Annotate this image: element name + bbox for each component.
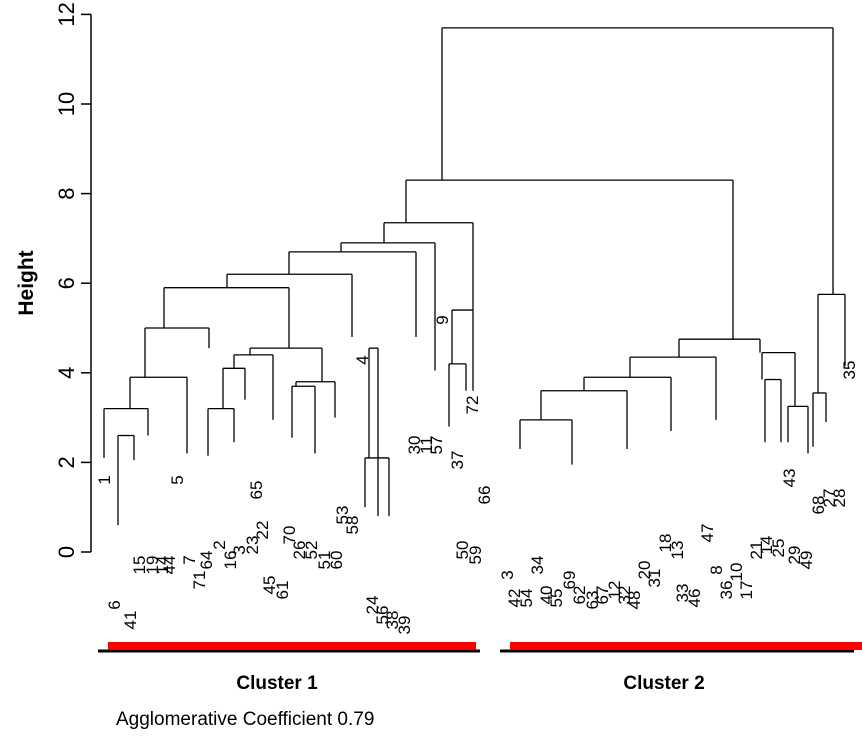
leaf-label-48: 48	[625, 591, 644, 610]
leaf-label-16: 16	[221, 551, 240, 570]
y-axis: 0 2 4 6 8 10 12	[54, 2, 92, 558]
leaf-label-63: 63	[583, 591, 602, 610]
y-axis-label: Height	[15, 250, 38, 315]
leaf-label-10: 10	[727, 563, 746, 582]
leaf-label-27: 27	[820, 489, 839, 508]
leaf-label-67: 67	[593, 586, 612, 605]
leaf-label-37: 37	[448, 451, 467, 470]
leaf-label-56: 56	[373, 606, 392, 625]
leaf-label-13: 13	[668, 541, 687, 560]
leaf-label-21: 21	[747, 541, 766, 560]
leaf-label-62: 62	[570, 586, 589, 605]
y-tick-label: 4	[54, 367, 79, 379]
leaf-label-34: 34	[528, 556, 547, 575]
leaf-label-19: 19	[143, 556, 162, 575]
leaf-label-58: 58	[343, 516, 362, 535]
leaf-label-23: 23	[243, 536, 262, 555]
leaf-label-6: 6	[105, 600, 124, 609]
leaf-label-68: 68	[809, 496, 828, 515]
leaf-label-20: 20	[635, 561, 654, 580]
leaf-label-66: 66	[475, 486, 494, 505]
leaf-label-30: 30	[405, 436, 424, 455]
y-tick-label: 12	[54, 2, 79, 26]
leaf-label-57: 57	[427, 436, 446, 455]
leaf-label-25: 25	[769, 539, 788, 558]
leaf-label-46: 46	[685, 589, 704, 608]
leaf-label-26: 26	[290, 541, 309, 560]
leaf-label-47: 47	[698, 524, 717, 543]
leaf-label-18: 18	[656, 534, 675, 553]
leaf-label-39: 39	[395, 616, 414, 635]
leaf-label-70: 70	[280, 526, 299, 545]
leaf-label-32: 32	[615, 586, 634, 605]
leaf-label-14: 14	[153, 556, 172, 575]
leaf-label-45: 45	[260, 576, 279, 595]
leaf-label-55: 55	[547, 589, 566, 608]
leaf-label-1: 1	[95, 475, 114, 484]
leaf-label-29: 29	[785, 546, 804, 565]
cluster-1-label: Cluster 1	[236, 673, 318, 694]
leaf-label-3: 3	[498, 570, 517, 579]
leaf-label-51: 51	[315, 551, 334, 570]
y-tick-label: 6	[54, 277, 79, 289]
dendrogram-tree	[103, 27, 846, 526]
leaf-label-33: 33	[673, 584, 692, 603]
cluster-2-label: Cluster 2	[623, 673, 704, 694]
leaf-label-38: 38	[383, 611, 402, 630]
leaf-label-71: 71	[190, 571, 209, 590]
leaf-label-41: 41	[121, 611, 140, 630]
leaf-label-43: 43	[780, 469, 799, 488]
leaf-label-61: 61	[273, 581, 292, 600]
leaf-label-54: 54	[517, 589, 536, 608]
leaf-label-2: 2	[210, 540, 229, 549]
y-tick-label: 0	[54, 546, 79, 558]
leaf-label-3: 3	[230, 545, 249, 554]
leaf-label-15: 15	[130, 556, 149, 575]
leaf-label-35: 35	[840, 361, 859, 380]
leaf-label-36: 36	[717, 581, 736, 600]
leaf-label-64: 64	[197, 551, 216, 570]
leaf-label-7: 7	[180, 555, 199, 564]
leaf-label-49: 49	[797, 551, 816, 570]
leaf-label-9: 9	[433, 315, 452, 324]
y-tick-label: 8	[54, 187, 79, 199]
leaf-label-65: 65	[247, 481, 266, 500]
leaf-label-72: 72	[463, 396, 482, 415]
y-tick-label: 2	[54, 456, 79, 468]
leaf-label-53: 53	[333, 506, 352, 525]
y-tick-label: 10	[54, 92, 79, 116]
leaf-label-44: 44	[160, 556, 179, 575]
leaf-label-14: 14	[757, 536, 776, 555]
leaf-label-11: 11	[417, 436, 436, 454]
leaf-label-52: 52	[302, 541, 321, 560]
leaf-label-28: 28	[830, 489, 849, 508]
leaf-label-40: 40	[537, 586, 556, 605]
leaf-label-17: 17	[737, 581, 756, 600]
cluster-bars	[98, 642, 862, 653]
agglomerative-coefficient: Agglomerative Coefficient 0.79	[116, 709, 374, 730]
leaf-label-12: 12	[605, 581, 624, 600]
leaf-label-24: 24	[363, 596, 382, 615]
leaf-label-69: 69	[560, 571, 579, 590]
leaf-label-60: 60	[327, 551, 346, 570]
leaf-label-8: 8	[707, 565, 726, 574]
leaf-label-5: 5	[168, 475, 187, 484]
leaf-label-42: 42	[505, 589, 524, 608]
leaf-label-59: 59	[466, 546, 485, 565]
leaf-label-50: 50	[453, 541, 472, 560]
leaf-label-22: 22	[253, 521, 272, 540]
leaf-label-31: 31	[645, 569, 664, 588]
leaf-label-4: 4	[353, 355, 372, 364]
leaf-labels: 1641151914445771642163232265456170265251…	[95, 315, 859, 634]
